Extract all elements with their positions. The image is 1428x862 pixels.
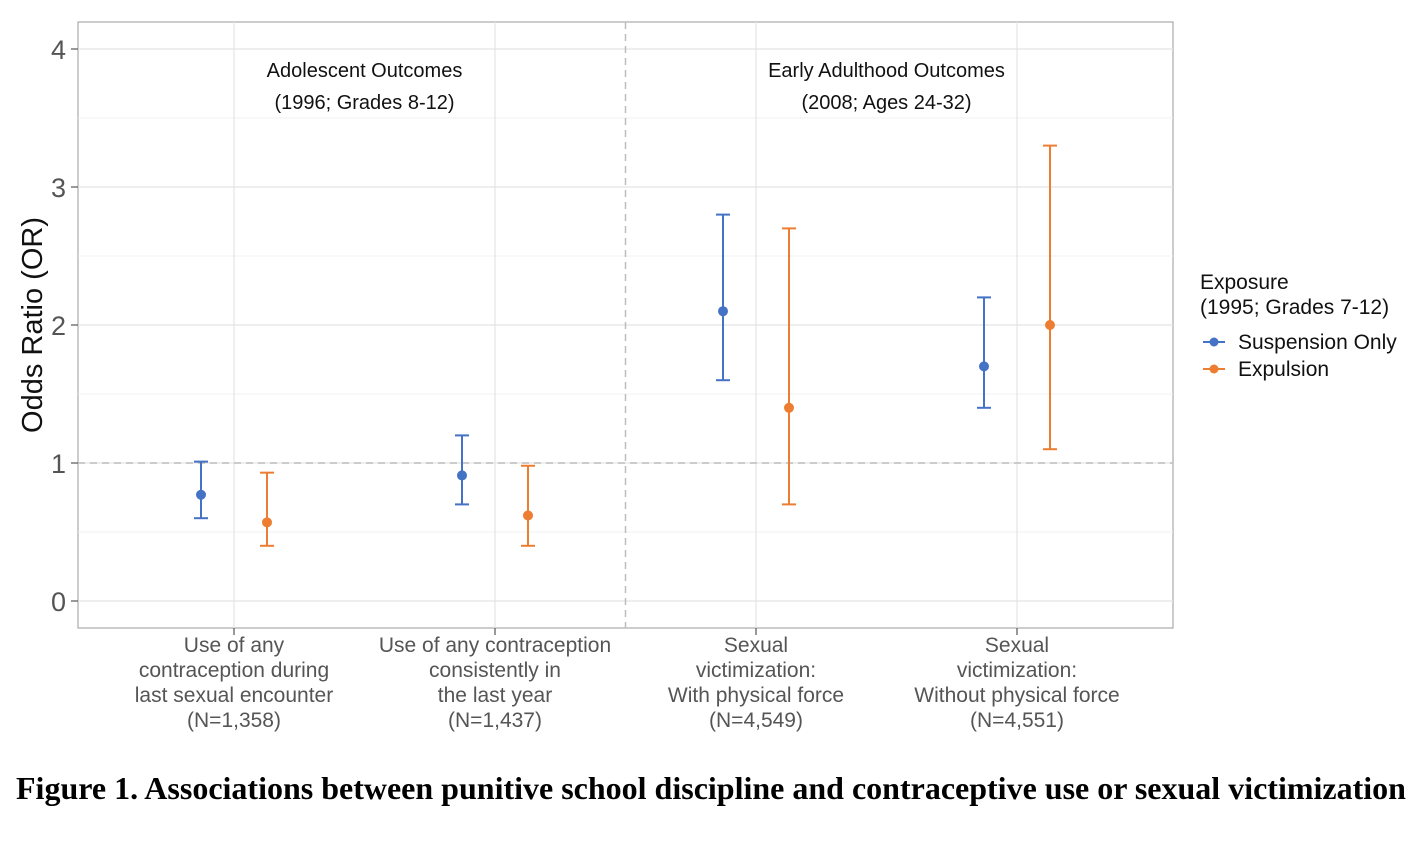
point-estimate xyxy=(784,402,794,413)
x-category-label: Without physical force xyxy=(914,684,1119,707)
x-category-label: the last year xyxy=(438,684,552,707)
x-category-label: Use of any xyxy=(184,634,285,657)
figure-caption: Figure 1. Associations between punitive … xyxy=(16,770,1406,806)
y-tick-label: 4 xyxy=(51,35,66,65)
point-estimate xyxy=(457,470,467,481)
x-category-label: With physical force xyxy=(668,684,844,707)
point-estimate xyxy=(196,489,206,500)
x-category-label: (N=4,551) xyxy=(970,709,1064,732)
legend-label: Suspension Only xyxy=(1238,331,1397,354)
legend-subtitle: (1995; Grades 7-12) xyxy=(1200,296,1389,319)
legend-key-point xyxy=(1209,364,1219,374)
panel-subtitle: (1996; Grades 8-12) xyxy=(274,92,454,114)
x-category-label: Use of any contraception xyxy=(379,634,611,657)
x-category-label: victimization: xyxy=(696,659,816,682)
y-tick-label: 0 xyxy=(51,587,66,617)
y-tick-label: 3 xyxy=(51,173,66,203)
y-tick-label: 2 xyxy=(51,311,66,341)
panel-title: Early Adulthood Outcomes xyxy=(768,60,1005,82)
x-category-label: consistently in xyxy=(429,659,561,682)
point-estimate xyxy=(1045,320,1055,330)
x-category-label: victimization: xyxy=(957,659,1077,682)
legend-key-point xyxy=(1209,337,1219,347)
point-estimate xyxy=(262,517,272,528)
panel-title: Adolescent Outcomes xyxy=(267,60,463,82)
legend-label: Expulsion xyxy=(1238,358,1329,381)
x-category-label: (N=4,549) xyxy=(709,709,803,732)
point-estimate xyxy=(523,510,533,521)
odds-ratio-chart: Adolescent Outcomes (1996; Grades 8-12) Ea… xyxy=(17,21,1397,732)
x-category-label: (N=1,437) xyxy=(448,709,542,732)
x-category-label: Sexual xyxy=(985,634,1049,657)
y-axis-label: Odds Ratio (OR) xyxy=(17,217,49,433)
panel-subtitle: (2008; Ages 24-32) xyxy=(801,92,971,114)
x-category-label: Sexual xyxy=(724,634,788,657)
legend-title: Exposure xyxy=(1200,271,1289,294)
x-category-label: contraception during xyxy=(139,659,329,682)
x-category-label: (N=1,358) xyxy=(187,709,281,732)
point-estimate xyxy=(979,361,989,372)
x-category-label: last sexual encounter xyxy=(135,684,333,707)
point-estimate xyxy=(718,306,728,317)
y-tick-label: 1 xyxy=(51,449,66,479)
